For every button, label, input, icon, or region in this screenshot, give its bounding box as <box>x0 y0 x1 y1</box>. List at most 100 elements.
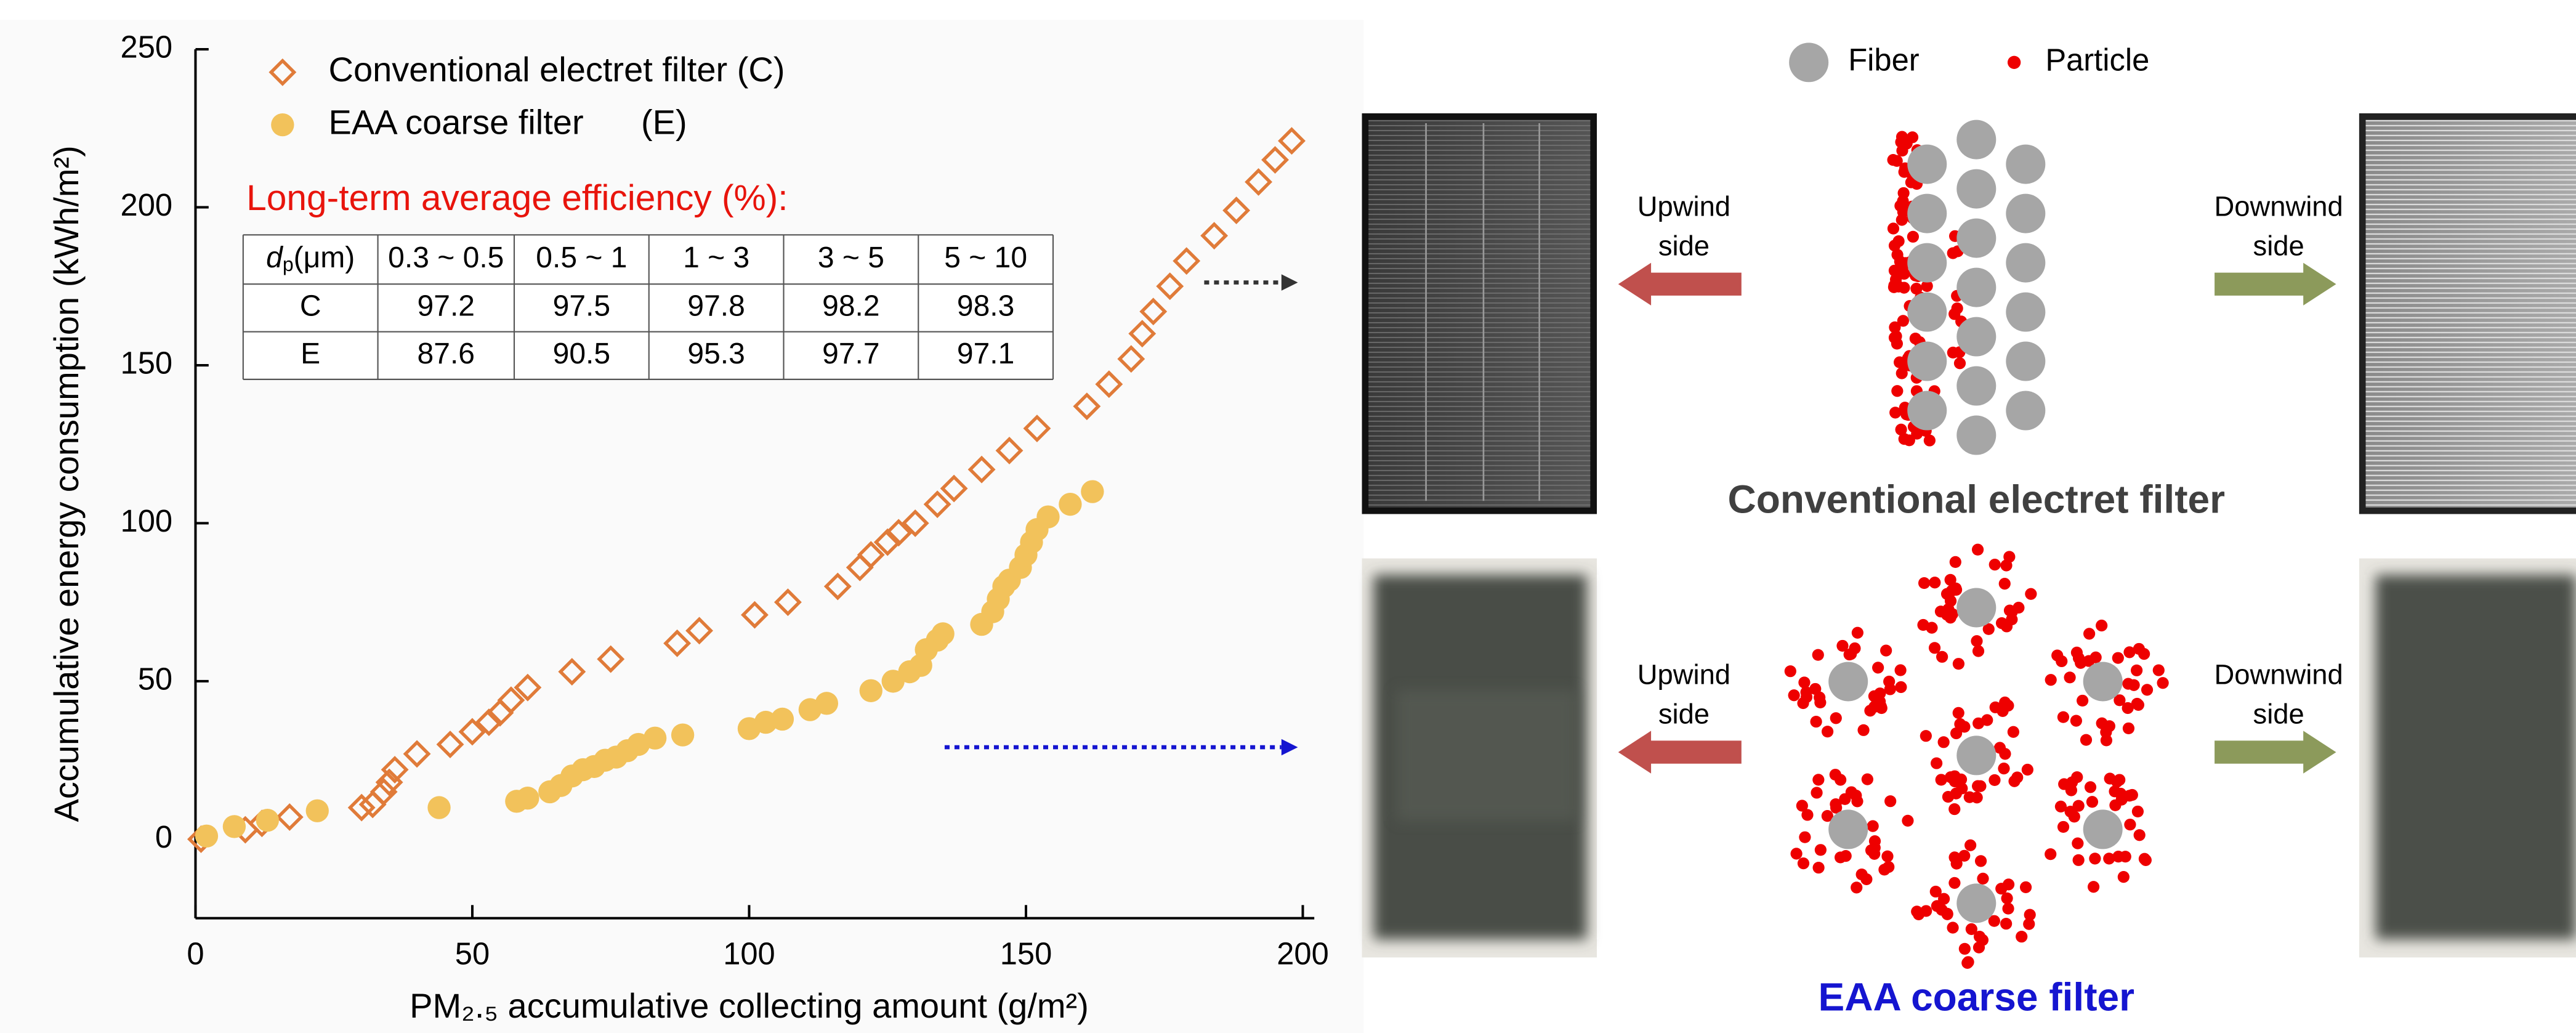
particle <box>2131 805 2144 818</box>
particle <box>2157 677 2169 689</box>
particle <box>2139 854 2152 866</box>
x-axis-label: PM₂.₅ accumulative collecting amount (g/… <box>410 986 1089 1025</box>
fiber <box>1907 243 1947 283</box>
particle <box>2124 819 2136 831</box>
data-point <box>347 793 376 822</box>
particle <box>1971 792 1983 804</box>
upwind-label: side <box>1658 698 1710 729</box>
particle <box>2119 851 2131 863</box>
particle <box>2054 800 2067 812</box>
particle <box>1947 346 1959 359</box>
data-point <box>514 673 542 702</box>
data-point <box>369 778 398 806</box>
particle <box>1952 707 1964 719</box>
data-point <box>773 588 802 617</box>
particle <box>1937 736 1950 748</box>
fiber <box>1907 292 1947 332</box>
particle <box>1910 283 1923 295</box>
downwind-label: Downwind <box>2215 658 2343 690</box>
particle <box>2072 800 2085 812</box>
fiber <box>2083 662 2123 702</box>
particle <box>1797 697 1809 710</box>
particle <box>1950 727 1963 740</box>
data-point <box>1200 222 1229 250</box>
particle <box>1900 137 1913 150</box>
data-point <box>275 803 304 831</box>
particle <box>1891 338 1904 350</box>
data-point <box>458 718 487 746</box>
fiber <box>2006 391 2046 431</box>
particle <box>1857 724 1870 736</box>
particle <box>2016 930 2028 943</box>
particle <box>1878 864 1891 876</box>
particle <box>1875 700 1887 713</box>
table-cell: 97.2 <box>418 290 475 323</box>
particle <box>1834 851 1847 864</box>
particle <box>1971 635 1983 647</box>
data-point <box>1073 392 1101 421</box>
table-title: Long-term average efficiency (%): <box>246 178 788 218</box>
table-cell: 87.6 <box>418 338 475 370</box>
particle <box>2072 837 2084 849</box>
particle <box>1881 850 1894 862</box>
y-tick-label: 250 <box>121 29 173 64</box>
particle <box>1884 795 1897 808</box>
particle <box>1988 915 2000 927</box>
data-point <box>1278 127 1306 155</box>
particle <box>2057 820 2070 833</box>
particle <box>2103 853 2115 865</box>
particle <box>2122 678 2134 690</box>
particle <box>1812 861 1825 874</box>
upwind-label: Upwind <box>1637 191 1730 222</box>
data-point <box>497 686 525 715</box>
table-header-cell: 0.5 ~ 1 <box>536 241 627 274</box>
particle <box>1926 622 1938 634</box>
particle <box>1889 407 1902 419</box>
data-point <box>256 808 280 832</box>
fiber-diagrams: Fiber Particle Upwind Downwind side side Conve… <box>1637 43 2343 1019</box>
particle <box>2045 674 2057 686</box>
particle <box>2023 918 2035 930</box>
data-point <box>1059 492 1082 516</box>
header-unit: (μm) <box>294 241 355 274</box>
header-symbol: d <box>266 241 283 274</box>
particle <box>1999 748 2011 760</box>
data-point <box>1261 146 1290 174</box>
particle <box>1798 676 1811 689</box>
data-point <box>195 824 219 848</box>
table-row-label: E <box>301 338 320 370</box>
particle <box>2114 787 2127 800</box>
data-point <box>685 617 714 645</box>
data-point <box>995 437 1024 464</box>
particle <box>1998 763 2010 775</box>
particle <box>2077 694 2089 707</box>
particle <box>1835 774 1847 786</box>
data-point <box>741 601 769 629</box>
table-header-cell: 0.3 ~ 0.5 <box>388 241 504 274</box>
particle <box>2051 649 2064 662</box>
particle <box>1891 155 1903 167</box>
data-point <box>1222 196 1251 225</box>
legend-particle: Particle <box>2045 43 2149 78</box>
x-tick-label: 200 <box>1277 936 1329 971</box>
panel-title: EAA coarse filter <box>1819 975 2135 1019</box>
particle <box>2089 651 2102 663</box>
data-point <box>475 708 503 737</box>
particle <box>1814 844 1827 856</box>
particle <box>2071 771 2083 784</box>
particle <box>2002 902 2014 915</box>
fiber <box>1956 218 1997 258</box>
particle <box>1851 626 1863 639</box>
chart-background <box>0 19 1364 1033</box>
particle <box>2001 892 2013 904</box>
table-header-cell: 5 ~ 10 <box>944 241 1027 274</box>
particle <box>1830 801 1843 814</box>
particle <box>1971 543 1984 556</box>
data-point <box>931 622 955 646</box>
data-point <box>884 519 913 547</box>
fiber <box>2006 292 2046 332</box>
photo-conventional-upwind <box>1362 113 1597 514</box>
particle <box>1958 849 1971 862</box>
particle <box>1938 893 1950 905</box>
fiber <box>1907 144 1947 184</box>
